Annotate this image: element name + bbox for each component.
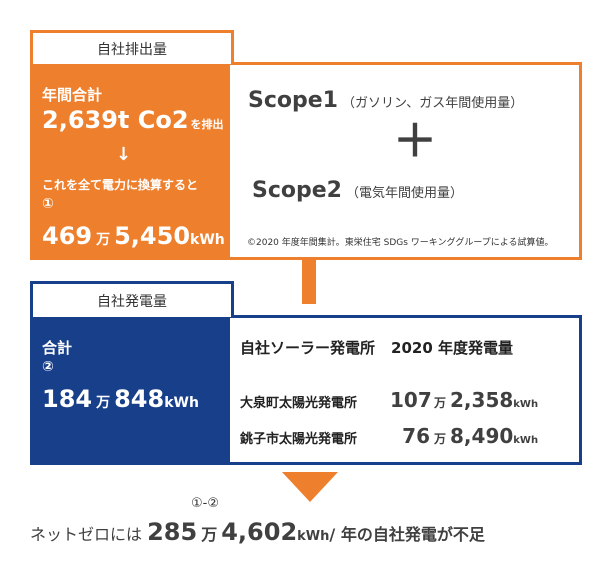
solar-title-year: 2020 年度発電量 [391,339,513,357]
emissions-kwh-rest: 5,450 [114,222,191,250]
circle-two-label: ② [42,359,54,375]
circle-one-label: ① [42,196,54,212]
generation-kwh-man: 184 [42,385,93,413]
plant-kwh-man: 76 [402,424,430,448]
plant-kwh-man: 107 [390,388,432,412]
convert-text: これを全て電力に換算すると [42,178,199,192]
connector-bar [302,260,316,304]
result-suffix: / 年の自社発電が不足 [329,525,485,544]
co2-amount: 2,639t Co2 [42,106,189,134]
generation-kwh: 184 万 848kWh [42,385,199,413]
scope1-line: Scope1 （ガソリン、ガス年間使用量） [248,88,523,113]
generation-summary: 合計 ② 184 万 848kWh [30,315,230,465]
unit-man: 万 [96,395,111,411]
emissions-summary: 年間合計 2,639t Co2 を排出 ↓ これを全て電力に換算すると ① 469… [30,62,230,260]
unit-kwh: kWh [190,232,225,248]
emissions-tab-label: 自社排出量 [97,41,167,58]
plus-icon: ＋ [393,116,437,167]
emissions-total-label: 年間合計 [42,86,103,104]
solar-plants-title: 自社ソーラー発電所 2020 年度発電量 [240,337,513,358]
unit-man: 万 [434,432,447,446]
down-triangle-arrow-icon [282,472,338,502]
emissions-tab: 自社排出量 [30,30,234,64]
scope2-line: Scope2 （電気年間使用量） [252,178,463,203]
unit-kwh: kWh [513,399,539,410]
down-arrow-icon: ↓ [116,144,132,165]
plant-kwh-rest: 2,358 [450,388,514,412]
unit-kwh: kWh [513,435,539,446]
result-prefix: ネットゼロには [30,525,143,544]
scope1-desc: （ガソリン、ガス年間使用量） [341,96,524,111]
unit-man: 万 [201,525,218,544]
generation-kwh-rest: 848 [114,385,165,413]
generation-total-label: 合計 [42,339,73,357]
plant-row: 銚子市太陽光発電所 76 万 8,490kWh [240,424,538,448]
scope2-name: Scope2 [252,178,342,203]
source-note: ©2020 年度年間集計。東栄住宅 SDGs ワーキンググループによる試算値。 [247,238,554,248]
result-rest: 4,602 [221,518,298,546]
plant-row: 大泉町太陽光発電所 107 万 2,358kWh [240,388,538,412]
result-line: ネットゼロには 285 万 4,602kWh/ 年の自社発電が不足 [30,518,485,546]
generation-tab: 自社発電量 [30,281,234,317]
plant-name: 銚子市太陽光発電所 [240,432,358,447]
difference-label: ①-② [191,496,219,511]
unit-man: 万 [96,232,111,248]
generation-tab-label: 自社発電量 [97,293,167,310]
emissions-kwh: 469 万 5,450kWh [42,222,225,250]
co2-suffix: を排出 [190,118,224,131]
unit-kwh: kWh [164,395,199,411]
solar-title-text: 自社ソーラー発電所 [240,339,376,357]
emissions-total-value: 2,639t Co2 を排出 [42,106,224,134]
scope1-name: Scope1 [248,88,338,113]
plant-name: 大泉町太陽光発電所 [240,396,358,411]
scope2-desc: （電気年間使用量） [345,186,463,201]
plant-kwh-rest: 8,490 [450,424,514,448]
unit-man: 万 [434,396,447,410]
result-man: 285 [147,518,198,546]
unit-kwh: kWh [297,529,330,544]
emissions-kwh-man: 469 [42,222,93,250]
